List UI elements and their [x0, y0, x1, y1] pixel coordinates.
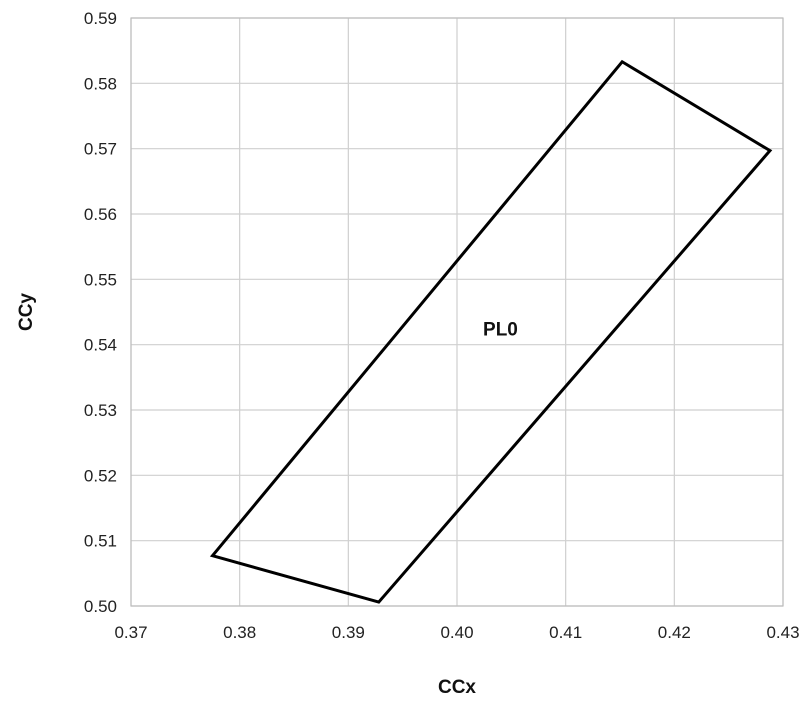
x-axis-ticks: 0.37 0.38 0.39 0.40 0.41 0.42 0.43	[114, 623, 799, 642]
y-tick-label: 0.53	[84, 401, 117, 420]
y-tick-label: 0.54	[84, 336, 117, 355]
grid	[130, 17, 784, 607]
pl0-region-polygon	[209, 59, 773, 604]
x-axis-title: CCx	[438, 677, 476, 698]
y-tick-label: 0.55	[84, 270, 117, 289]
x-tick-label: 0.42	[658, 623, 691, 642]
y-axis-title: CCy	[16, 293, 37, 331]
y-tick-label: 0.51	[84, 532, 117, 551]
x-tick-label: 0.41	[549, 623, 582, 642]
x-tick-label: 0.37	[114, 623, 147, 642]
y-tick-label: 0.58	[84, 74, 117, 93]
x-tick-label: 0.40	[440, 623, 473, 642]
y-tick-label: 0.59	[84, 9, 117, 28]
y-tick-label: 0.56	[84, 205, 117, 224]
plot-frame	[130, 17, 784, 607]
annotation-label: PL0	[483, 319, 518, 340]
x-tick-label: 0.43	[766, 623, 799, 642]
y-tick-label: 0.57	[84, 140, 117, 159]
y-tick-label: 0.52	[84, 466, 117, 485]
x-tick-label: 0.39	[332, 623, 365, 642]
x-tick-label: 0.38	[223, 623, 256, 642]
y-tick-label: 0.50	[84, 597, 117, 616]
y-axis-ticks: 0.50 0.51 0.52 0.53 0.54 0.55 0.56 0.57 0.58 0.59	[84, 9, 117, 616]
